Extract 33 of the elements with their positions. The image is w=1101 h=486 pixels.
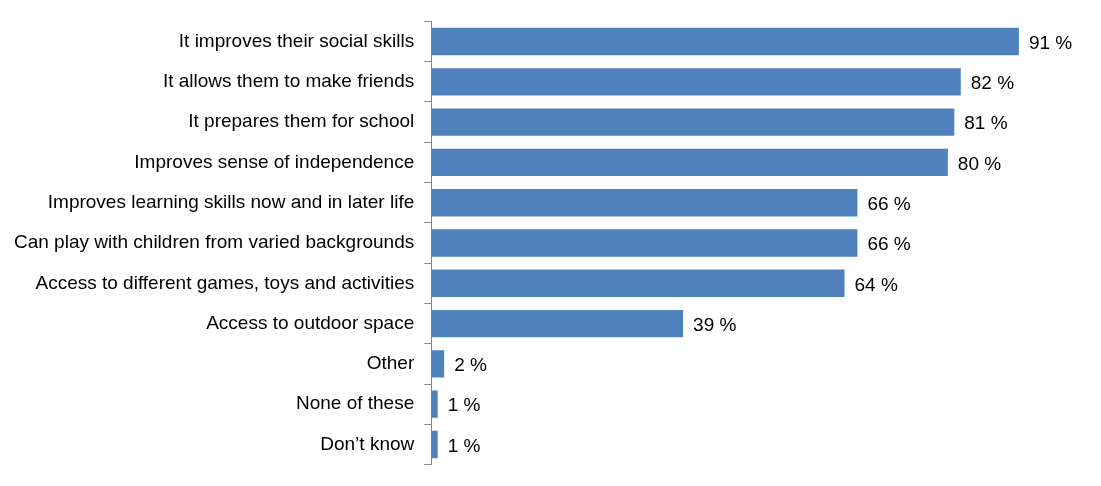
data-label: 91 % xyxy=(1028,31,1073,53)
bar xyxy=(431,229,858,257)
y-tick-label: None of these xyxy=(295,392,415,414)
y-tick-label: Access to different games, toys and activities xyxy=(35,271,415,293)
y-tick-label: Can play with children from varied backgrounds xyxy=(13,231,415,253)
y-tick-label: Access to outdoor space xyxy=(206,311,415,333)
y-tick-label: It prepares them for school xyxy=(188,110,415,132)
y-tick-label: Don’t know xyxy=(320,432,415,454)
bar xyxy=(431,108,955,136)
bar xyxy=(431,390,438,418)
bar xyxy=(431,189,858,217)
bar xyxy=(431,27,1019,56)
data-label: 66 % xyxy=(867,233,911,255)
y-tick-label: It allows them to make friends xyxy=(162,70,415,92)
bar xyxy=(431,269,845,297)
bar xyxy=(431,309,684,338)
data-label: 82 % xyxy=(970,72,1015,94)
data-label: 66 % xyxy=(867,192,911,214)
bar xyxy=(431,148,948,177)
data-label: 64 % xyxy=(854,273,898,295)
y-tick-label: Improves sense of independence xyxy=(134,150,415,172)
bar xyxy=(431,68,961,96)
data-label: 80 % xyxy=(957,152,1002,174)
y-tick-label: Other xyxy=(366,352,415,374)
bar xyxy=(431,430,438,459)
data-label: 2 % xyxy=(454,354,488,376)
data-label: 39 % xyxy=(693,313,737,335)
bar xyxy=(431,350,445,378)
data-label: 1 % xyxy=(447,434,481,456)
data-label: 1 % xyxy=(447,394,481,416)
data-label: 81 % xyxy=(964,112,1008,134)
y-tick-label: Improves learning skills now and in later life xyxy=(47,190,415,212)
y-tick-label: It improves their social skills xyxy=(178,29,415,51)
